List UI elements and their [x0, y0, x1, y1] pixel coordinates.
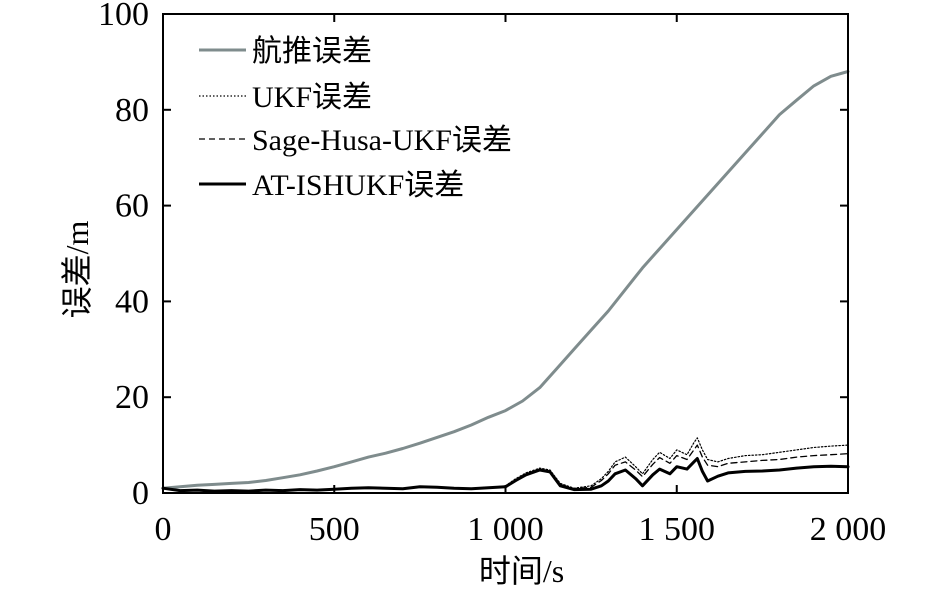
y-tick-label: 20: [115, 379, 149, 416]
y-axis-title: 误差/m: [59, 221, 95, 319]
legend-label: 航推误差: [252, 35, 372, 68]
legend-label: UKF误差: [252, 81, 372, 114]
series-line-3: [161, 457, 850, 493]
legend: 航推误差 UKF误差 Sage-Husa-UKF误差 AT-ISHUKF误差: [199, 35, 512, 202]
legend-label: Sage-Husa-UKF误差: [252, 124, 512, 157]
series-line-2: [162, 444, 849, 492]
x-tick-label: 2 000: [810, 511, 887, 548]
x-tick-label: 1 000: [467, 511, 544, 548]
y-tick-label: 80: [115, 92, 149, 129]
x-tick-label: 0: [155, 511, 172, 548]
axis-ticks: [162, 13, 849, 494]
y-tick-label: 40: [115, 283, 149, 320]
y-tick-label: 60: [115, 188, 149, 225]
x-tick-label: 1 500: [639, 511, 716, 548]
plot-lines: [161, 70, 850, 493]
x-tick-labels: 0 500 1 000 1 500 2 000: [155, 511, 887, 548]
legend-label: AT-ISHUKF误差: [252, 169, 464, 202]
y-tick-labels: 0 20 40 60 80 100: [98, 0, 149, 512]
series-line-0: [161, 70, 850, 490]
x-tick-label: 500: [309, 511, 360, 548]
y-tick-label: 100: [98, 0, 149, 33]
series-line-1: [162, 437, 849, 492]
x-axis-title: 时间/s: [479, 553, 564, 589]
y-tick-label: 0: [132, 475, 149, 512]
